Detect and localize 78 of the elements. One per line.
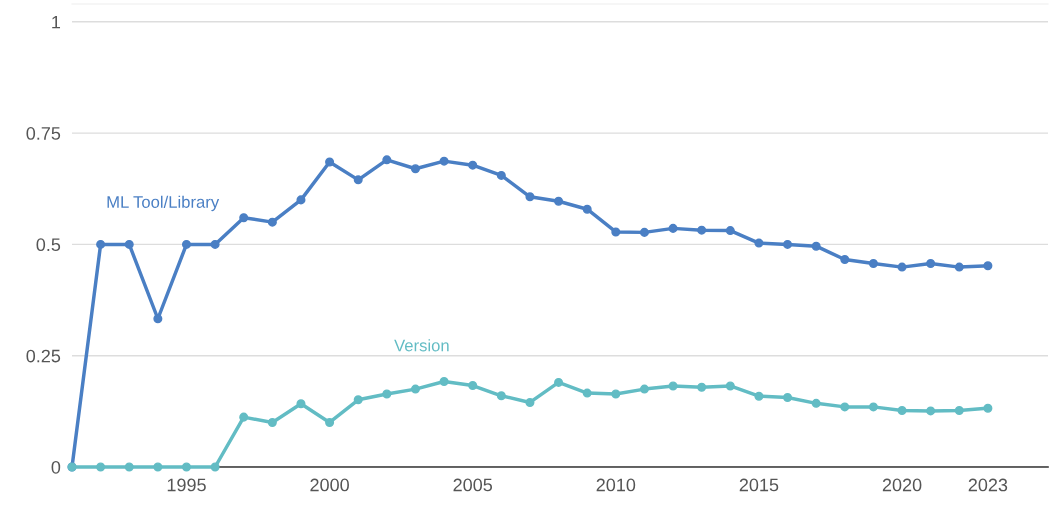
point: [840, 255, 850, 265]
point: [754, 391, 764, 401]
point: [668, 381, 678, 391]
point: [124, 239, 134, 249]
point: [926, 406, 936, 416]
point: [96, 239, 106, 249]
point: [811, 398, 821, 408]
point: [210, 462, 220, 472]
y-tick-label: 1: [52, 15, 61, 29]
point: [296, 195, 306, 205]
point: [267, 217, 277, 227]
point: [525, 192, 535, 202]
point: [611, 227, 621, 237]
point: [754, 238, 764, 248]
point: [668, 223, 678, 233]
point: [840, 402, 850, 412]
point: [868, 402, 878, 412]
point: [639, 384, 649, 394]
point: [439, 377, 449, 387]
point: [496, 170, 506, 180]
point: [639, 227, 649, 237]
x-tick-label: 2000: [310, 478, 349, 492]
point: [868, 259, 878, 269]
point: [210, 239, 220, 249]
point: [124, 462, 134, 472]
point: [439, 156, 449, 166]
point: [582, 388, 592, 398]
point: [897, 262, 907, 272]
point: [382, 155, 392, 165]
point: [811, 241, 821, 251]
x-tick-label: 2010: [596, 478, 636, 492]
point: [783, 393, 793, 403]
point: [983, 403, 993, 413]
point: [983, 261, 993, 271]
point: [325, 417, 335, 427]
x-tick-label: 2005: [453, 478, 493, 492]
point: [954, 262, 964, 272]
point: [181, 462, 192, 472]
y-tick-label: 0.25: [26, 349, 61, 363]
point: [96, 462, 106, 472]
point: [496, 391, 506, 401]
point: [611, 389, 621, 399]
point: [353, 395, 363, 405]
point: [267, 417, 277, 427]
x-tick-label: 1995: [167, 478, 206, 492]
point: [554, 377, 564, 387]
series-label: ML Tool/Library: [107, 195, 220, 212]
point: [582, 204, 592, 214]
point: [783, 239, 793, 249]
point: [353, 175, 363, 185]
point: [697, 382, 707, 392]
point: [181, 239, 192, 249]
point: [153, 462, 163, 472]
point: [725, 226, 735, 236]
point: [697, 225, 707, 235]
x-tick-label: 2020: [882, 478, 922, 492]
point: [410, 384, 420, 394]
y-tick-label: 0.5: [36, 238, 61, 252]
x-tick-label: 2015: [739, 478, 779, 492]
point: [239, 213, 249, 223]
point: [468, 381, 478, 391]
x-tick-label: 2023: [968, 478, 1008, 492]
y-tick-label: 0.75: [26, 127, 61, 140]
y-tick-label: 0: [51, 460, 61, 474]
point: [897, 405, 907, 415]
series-label: Version: [394, 339, 449, 352]
point: [296, 399, 306, 409]
point: [382, 389, 392, 399]
point: [525, 397, 535, 407]
point: [554, 196, 564, 206]
point: [468, 160, 478, 170]
point: [926, 259, 936, 269]
point: [725, 381, 735, 391]
point: [325, 157, 335, 167]
point: [410, 164, 420, 174]
point: [153, 314, 163, 324]
point: [954, 405, 964, 415]
point: [239, 412, 249, 422]
